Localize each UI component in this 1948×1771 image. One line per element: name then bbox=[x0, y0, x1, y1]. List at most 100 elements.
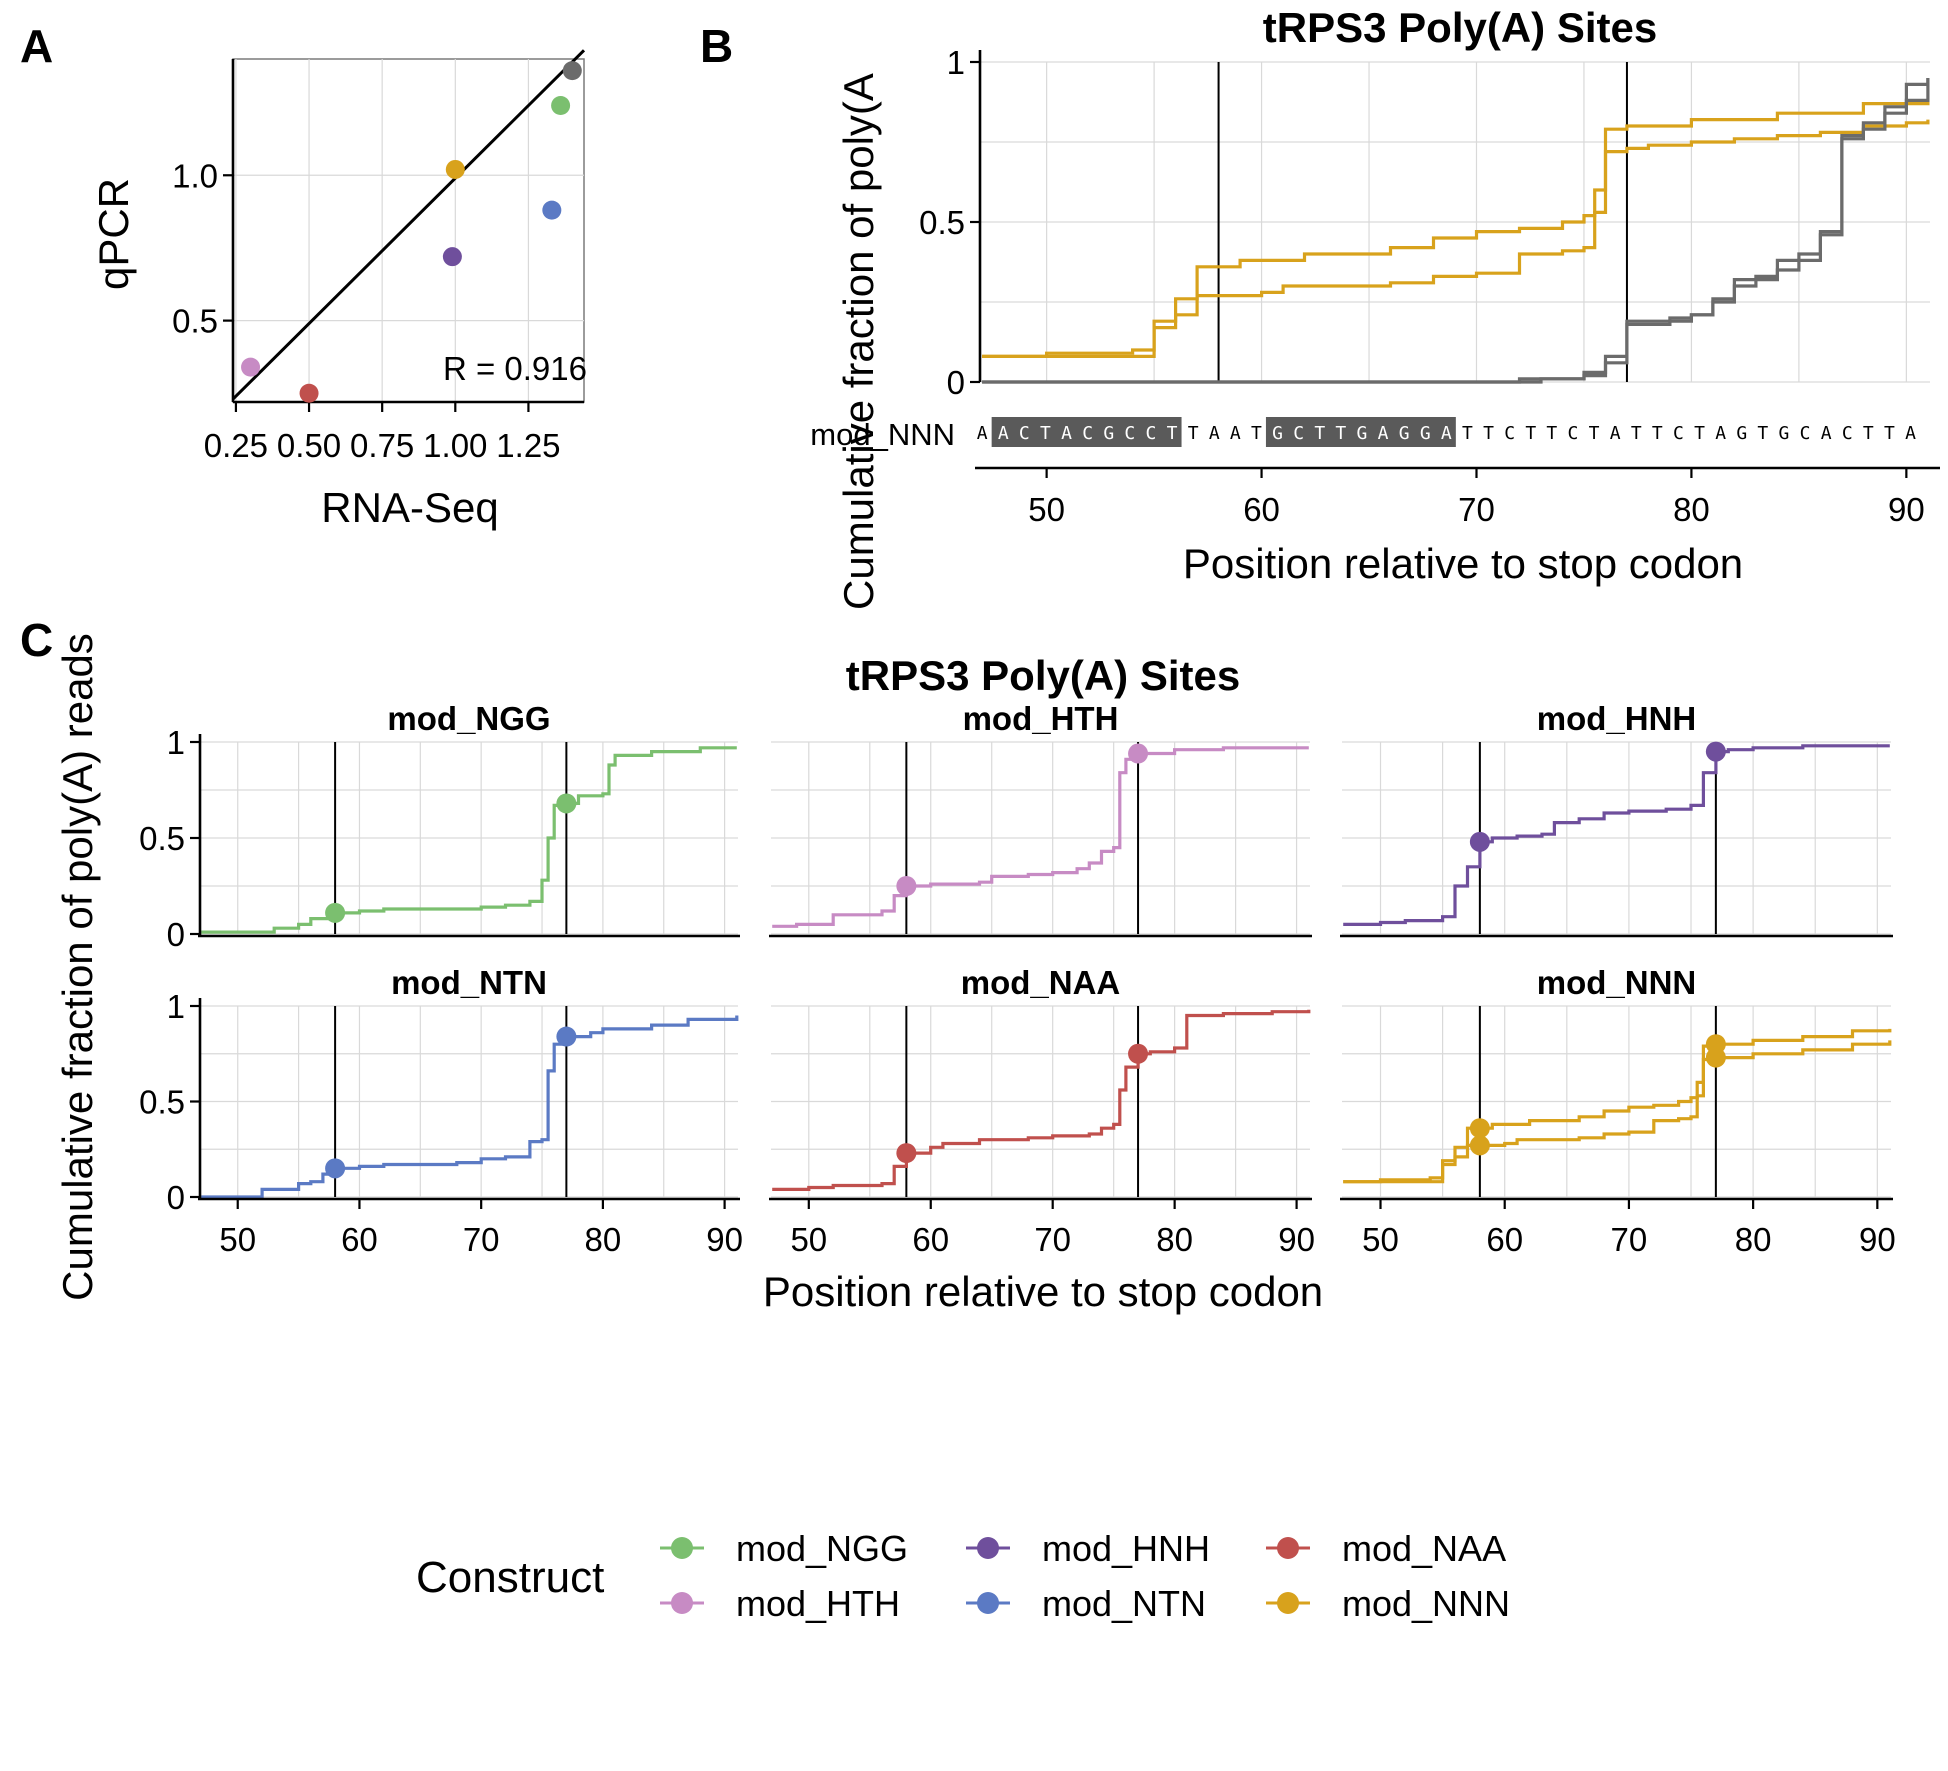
panel-b-sequence-base: A bbox=[1230, 423, 1241, 444]
panel-a-xlabel: RNA-Seq bbox=[321, 484, 498, 531]
panel-b-series-line-mod_NNN bbox=[982, 100, 1930, 358]
panel-b-sequence-base: C bbox=[1293, 423, 1304, 444]
panel-c-tick-label-y: 1 bbox=[167, 724, 185, 761]
panel-b-sequence-base: T bbox=[1546, 423, 1557, 444]
panel-c-tick-label-x: 70 bbox=[463, 1221, 500, 1258]
panel-c-tick-label-y: 0.5 bbox=[139, 1084, 185, 1121]
panel-b-sequence-base: A bbox=[1378, 423, 1389, 444]
panel-c-facet-mod_NGG: mod_NGG 0 0.5 1 bbox=[139, 700, 740, 953]
panel-b-sequence-base: T bbox=[1652, 423, 1663, 444]
panel-b-sequence-base: T bbox=[1314, 423, 1325, 444]
panel-b-sequence-base: T bbox=[1483, 423, 1494, 444]
legend-label: mod_NNN bbox=[1342, 1583, 1510, 1624]
panel-c-tick-label-x: 50 bbox=[1362, 1221, 1399, 1258]
panel-b-sequence-base: G bbox=[1103, 423, 1114, 444]
panel-b-sequence-base: T bbox=[1188, 423, 1199, 444]
panel-b-sequence-base: A bbox=[1061, 423, 1072, 444]
panel-c-title: tRPS3 Poly(A) Sites bbox=[846, 652, 1240, 699]
legend-key-marker bbox=[671, 1537, 693, 1559]
panel-c-tick-label-x: 90 bbox=[706, 1221, 743, 1258]
panel-c-series-line-mod_NGG bbox=[201, 746, 737, 934]
panel-c-tick-label-x: 50 bbox=[790, 1221, 827, 1258]
legend-label: mod_NGG bbox=[736, 1528, 908, 1569]
legend-item-mod_NGG: mod_NGG bbox=[660, 1528, 908, 1569]
panel-c-facet-mod_NAA: mod_NAA 50 60 70 80 90 bbox=[769, 964, 1315, 1258]
panel-b-tick-label-y: 0 bbox=[947, 364, 965, 401]
panel-b-sequence-base: A bbox=[1715, 423, 1726, 444]
panel-b-sequence-base: T bbox=[1462, 423, 1473, 444]
panel-c-tick-label-y: 1 bbox=[167, 988, 185, 1025]
panel-a-annotation: R = 0.916 bbox=[443, 350, 587, 387]
panel-c-marker-mod_HTH bbox=[1128, 743, 1149, 764]
panel-c-facet-strip-label: mod_HNH bbox=[1537, 700, 1697, 737]
panel-b-series-line-grey bbox=[982, 78, 1930, 384]
panel-c-marker-mod_NNN bbox=[1469, 1135, 1490, 1156]
legend-label: mod_NTN bbox=[1042, 1583, 1206, 1624]
panel-c-tick-label-x: 70 bbox=[1611, 1221, 1648, 1258]
panel-b-sequence-base: C bbox=[1146, 423, 1157, 444]
panel-a-point-grey bbox=[562, 61, 582, 81]
panel-c-marker-mod_NGG bbox=[556, 793, 577, 814]
panel-b-sequence-base: T bbox=[1040, 423, 1051, 444]
panel-c-tick-label-x: 90 bbox=[1859, 1221, 1896, 1258]
panel-b-sequence-base: A bbox=[1610, 423, 1621, 444]
panel-c-marker-mod_NAA bbox=[1128, 1043, 1149, 1064]
panel-c-tick-label-x: 60 bbox=[1486, 1221, 1523, 1258]
panel-c-facet-mod_HNH: mod_HNH bbox=[1340, 700, 1893, 938]
panel-b-sequence-base: A bbox=[1905, 423, 1916, 444]
legend-item-mod_NTN: mod_NTN bbox=[966, 1583, 1206, 1624]
panel-b-sequence-base: G bbox=[1357, 423, 1368, 444]
panel-b-sequence-base: A bbox=[998, 423, 1009, 444]
panel-b-sequence-base: C bbox=[1504, 423, 1515, 444]
panel-b-sequence-label: mod_NNN bbox=[810, 417, 955, 452]
panel-c-facet-strip-label: mod_NTN bbox=[391, 964, 547, 1001]
panel-a-point-mod_HTH bbox=[241, 357, 261, 377]
panel-c-tick-label-x: 70 bbox=[1034, 1221, 1071, 1258]
panel-a-scatter: 0.25 0.50 0.75 1.00 1.25 0.5 1.0 R = 0.916 bbox=[172, 49, 587, 464]
panel-b-sequence-base: G bbox=[1420, 423, 1431, 444]
panel-c-tick-label-x: 90 bbox=[1278, 1221, 1315, 1258]
panel-a-point-mod_NNN bbox=[445, 159, 465, 179]
panel-c-series-line-mod_HNH bbox=[1343, 744, 1890, 926]
panel-b-sequence-base: T bbox=[1757, 423, 1768, 444]
legend-key-marker bbox=[1277, 1537, 1299, 1559]
panel-b-series-line-grey bbox=[982, 78, 1930, 384]
panel-letter-b: B bbox=[700, 20, 733, 72]
panel-letter-c: C bbox=[20, 614, 53, 666]
legend-key-marker bbox=[977, 1592, 999, 1614]
panel-b-sequence-base: C bbox=[1124, 423, 1135, 444]
panel-c-tick-label-x: 50 bbox=[219, 1221, 256, 1258]
panel-b-sequence-base: G bbox=[1736, 423, 1747, 444]
panel-b-sequence-base: G bbox=[1272, 423, 1283, 444]
panel-b-tick-label-x: 50 bbox=[1028, 491, 1065, 528]
panel-c-series-line-mod_NNN bbox=[1343, 1028, 1892, 1184]
panel-c-tick-label-x: 80 bbox=[1156, 1221, 1193, 1258]
panel-b-sequence-base: C bbox=[1673, 423, 1684, 444]
panel-b-sequence-base: A bbox=[1441, 423, 1452, 444]
panel-a-plot-area bbox=[232, 58, 585, 403]
panel-c-tick-label-x: 80 bbox=[585, 1221, 622, 1258]
panel-c-series-line-mod_NNN bbox=[1343, 1040, 1892, 1184]
panel-c-tick-label-y: 0 bbox=[167, 916, 185, 953]
panel-a-tick-label-x: 0.25 bbox=[204, 427, 268, 464]
panel-c-tick-label-y: 0.5 bbox=[139, 820, 185, 857]
panel-a-tick-label-y: 0.5 bbox=[172, 303, 218, 340]
panel-c-xlabel: Position relative to stop codon bbox=[763, 1268, 1323, 1315]
panel-b-series-line-mod_NNN bbox=[982, 119, 1930, 358]
panel-c-facets: mod_NGG 0 0.5 1 mod_HTH mod_HNH mod_NTN 0 0.5 1 50… bbox=[139, 700, 1896, 1258]
legend-label: mod_HNH bbox=[1042, 1528, 1210, 1569]
panel-a-tick-label-y: 1.0 bbox=[172, 157, 218, 194]
panel-c-marker-mod_HNH bbox=[1705, 741, 1726, 762]
panel-c-facet-strip-label: mod_NGG bbox=[387, 700, 550, 737]
panel-b-sequence-base: T bbox=[1631, 423, 1642, 444]
panel-b-xlabel: Position relative to stop codon bbox=[1183, 540, 1743, 587]
panel-c-series-line-mod_NTN bbox=[201, 1015, 739, 1199]
panel-c-ylabel: Cumulative fraction of poly(A) reads bbox=[54, 633, 101, 1301]
panel-c-marker-mod_NNN bbox=[1469, 1118, 1490, 1139]
panel-c-facet-mod_HTH: mod_HTH bbox=[769, 700, 1312, 938]
legend-key-marker bbox=[1277, 1592, 1299, 1614]
legend-item-mod_HNH: mod_HNH bbox=[966, 1528, 1210, 1569]
legend-item-mod_NNN: mod_NNN bbox=[1266, 1583, 1510, 1624]
panel-b-sequence-base: T bbox=[1863, 423, 1874, 444]
panel-b-sequence-highlight bbox=[1265, 417, 1456, 447]
